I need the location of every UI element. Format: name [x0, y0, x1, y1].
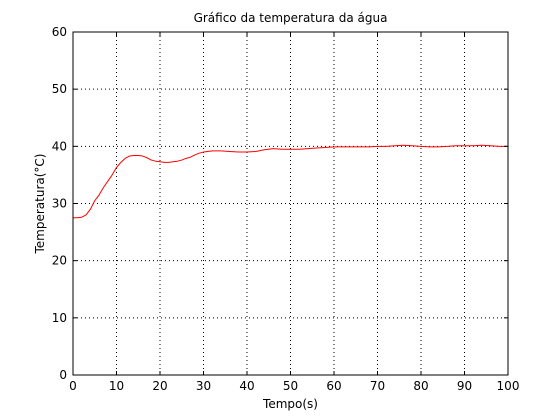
x-tick-label: 0	[69, 379, 77, 393]
x-axis-title: Tempo(s)	[262, 397, 318, 411]
y-tick-label: 0	[59, 368, 67, 382]
plot-area	[73, 32, 508, 375]
x-tick-label: 50	[283, 379, 298, 393]
x-tick-label: 60	[326, 379, 341, 393]
x-tick-label: 90	[457, 379, 472, 393]
y-tick-label: 30	[52, 197, 67, 211]
x-tick-label: 80	[413, 379, 428, 393]
temperature-series-line	[73, 144, 508, 219]
chart-title: Gráfico da temperatura da água	[194, 11, 388, 25]
y-axis-title: Temperatura(°C)	[33, 154, 47, 255]
grid-lines	[73, 32, 508, 375]
ticks: 0 10 20 30 40 50 60 70 80 90 100 0 10 20 30 40 50 60	[52, 25, 520, 393]
x-tick-label: 20	[152, 379, 167, 393]
x-tick-label: 70	[370, 379, 385, 393]
y-tick-label: 40	[52, 139, 67, 153]
x-tick-label: 30	[196, 379, 211, 393]
x-tick-label: 10	[109, 379, 124, 393]
y-tick-label: 20	[52, 254, 67, 268]
series-layer	[73, 144, 508, 219]
x-tick-label: 100	[497, 379, 520, 393]
y-tick-label: 10	[52, 311, 67, 325]
y-tick-label: 50	[52, 82, 67, 96]
y-tick-label: 60	[52, 25, 67, 39]
x-tick-label: 40	[239, 379, 254, 393]
